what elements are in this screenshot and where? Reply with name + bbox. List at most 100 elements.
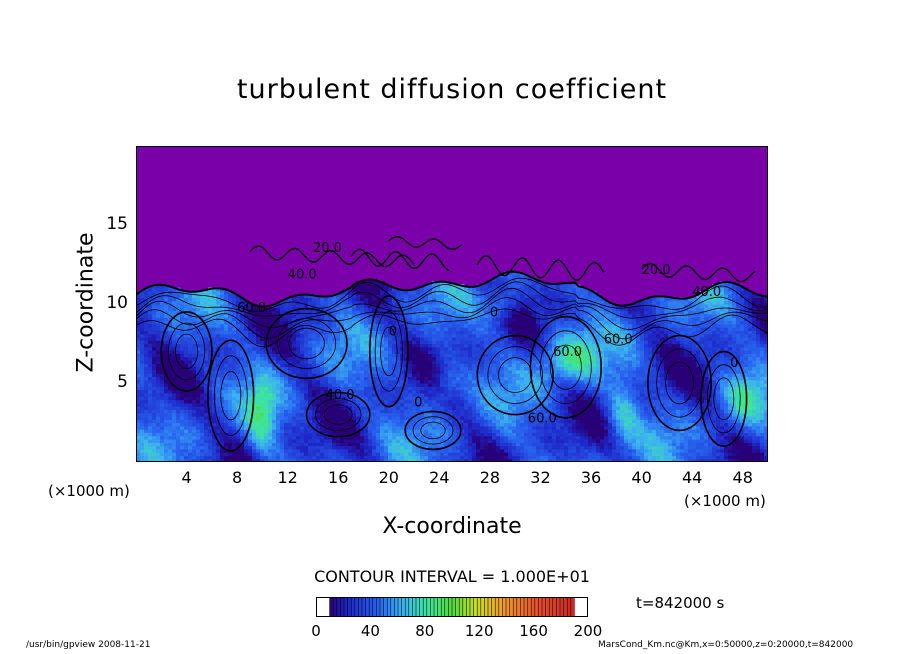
heatmap-cell (140, 415, 145, 420)
heatmap-cell (360, 350, 365, 354)
heatmap-cell (444, 320, 449, 325)
heatmap-cell (424, 422, 429, 427)
heatmap-cell (456, 429, 461, 433)
heatmap-cell (404, 290, 409, 295)
heatmap-cell (480, 343, 485, 348)
heatmap-cell (304, 442, 309, 447)
heatmap-cell (148, 458, 153, 462)
heatmap-cell (280, 340, 285, 345)
heatmap-cell (244, 336, 249, 341)
heatmap-cell (232, 366, 237, 371)
heatmap-cell (220, 369, 225, 374)
heatmap-cell (476, 320, 481, 325)
heatmap-cell (412, 369, 417, 374)
heatmap-cell (344, 294, 349, 299)
heatmap-cell (396, 310, 401, 315)
heatmap-cell (380, 396, 385, 401)
heatmap-cell (420, 452, 425, 457)
heatmap-cell (304, 336, 309, 341)
heatmap-cell (240, 304, 245, 308)
heatmap-cell (380, 320, 385, 325)
heatmap-cell (416, 300, 421, 305)
heatmap-cell (496, 379, 501, 384)
heatmap-cell (252, 415, 257, 420)
heatmap-cell (472, 330, 477, 335)
heatmap-cell (448, 376, 453, 381)
heatmap-cell (252, 438, 257, 443)
heatmap-cell (404, 336, 409, 341)
heatmap-cell (388, 317, 393, 322)
heatmap-cell (140, 452, 145, 457)
heatmap-cell (340, 327, 345, 331)
heatmap-cell (136, 353, 141, 358)
heatmap-cell (284, 373, 289, 378)
heatmap-cell (152, 340, 157, 345)
heatmap-cell (240, 419, 245, 424)
heatmap-cell (188, 317, 193, 322)
heatmap-cell (276, 343, 281, 348)
heatmap-cell (200, 383, 205, 387)
heatmap-cell (196, 432, 201, 437)
heatmap-cell (300, 304, 305, 308)
heatmap-cell (192, 346, 197, 351)
heatmap-cell (264, 415, 269, 420)
heatmap-cell (252, 379, 257, 384)
heatmap-cell (332, 402, 337, 407)
heatmap-cell (452, 317, 457, 322)
heatmap-cell (268, 458, 273, 462)
heatmap-cell (380, 290, 385, 295)
heatmap-cell (444, 419, 449, 424)
heatmap-cell (292, 389, 297, 394)
heatmap-cell (504, 336, 509, 341)
heatmap-cell (256, 442, 261, 447)
heatmap-cell (504, 369, 509, 374)
heatmap-cell (180, 359, 185, 364)
heatmap-cell (168, 399, 173, 404)
heatmap-cell (396, 366, 401, 371)
heatmap-cell (288, 343, 293, 348)
heatmap-cell (452, 442, 457, 447)
heatmap-cell (244, 330, 249, 335)
heatmap-cell (460, 323, 465, 328)
heatmap-cell (268, 330, 273, 335)
heatmap-cell (432, 389, 437, 394)
heatmap-cell (200, 356, 205, 361)
heatmap-cell (316, 399, 321, 404)
heatmap-cell (252, 458, 257, 462)
heatmap-cell (472, 435, 477, 440)
heatmap-cell (420, 369, 425, 374)
heatmap-cell (264, 412, 269, 417)
heatmap-cell (456, 425, 461, 430)
heatmap-cell (484, 310, 489, 315)
heatmap-cell (484, 304, 489, 308)
heatmap-cell (192, 333, 197, 338)
heatmap-cell (144, 359, 149, 364)
heatmap-cell (420, 448, 425, 453)
heatmap-cell (260, 455, 265, 460)
heatmap-cell (364, 399, 369, 404)
heatmap-cell (416, 406, 421, 410)
heatmap-cell (264, 330, 269, 335)
heatmap-cell (448, 366, 453, 371)
heatmap-cell (400, 445, 405, 450)
heatmap-cell (140, 455, 145, 460)
heatmap-cell (360, 389, 365, 394)
heatmap-cell (296, 435, 301, 440)
heatmap-cell (260, 419, 265, 424)
heatmap-cell (232, 323, 237, 328)
heatmap-cell (284, 402, 289, 407)
heatmap-cell (184, 327, 189, 331)
heatmap-cell (296, 432, 301, 437)
heatmap-cell (508, 432, 513, 437)
heatmap-cell (180, 340, 185, 345)
heatmap-cell (356, 383, 361, 387)
heatmap-cell (448, 330, 453, 335)
heatmap-cell (388, 300, 393, 305)
heatmap-cell (472, 366, 477, 371)
heatmap-cell (220, 455, 225, 460)
heatmap-cell (380, 366, 385, 371)
heatmap-cell (412, 294, 417, 299)
heatmap-cell (284, 452, 289, 457)
heatmap-cell (384, 415, 389, 420)
heatmap-cell (228, 336, 233, 341)
